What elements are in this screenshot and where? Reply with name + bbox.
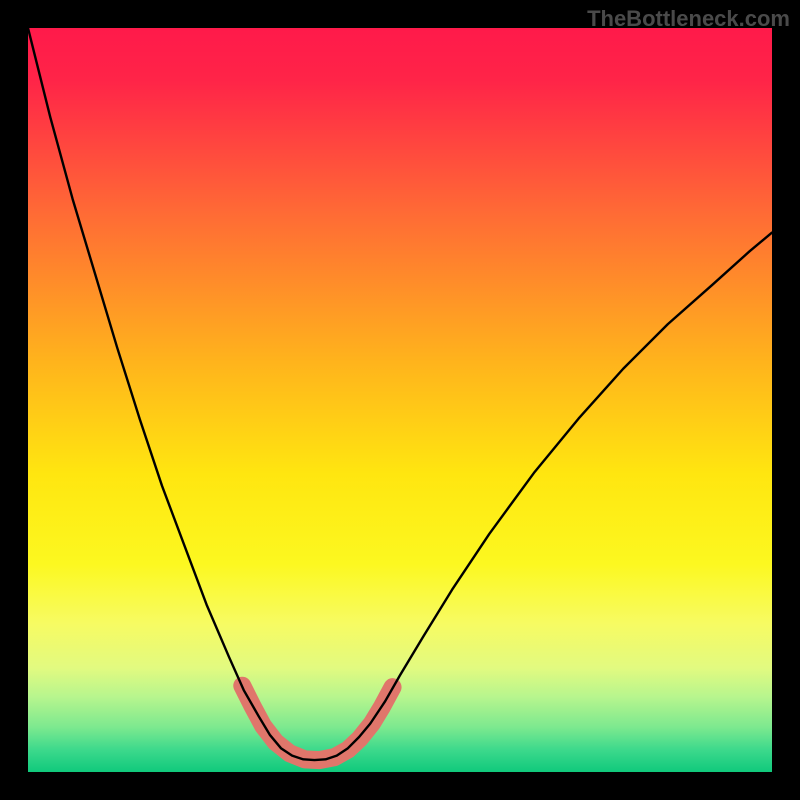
- watermark-text: TheBottleneck.com: [587, 6, 790, 32]
- chart-container: [28, 28, 772, 772]
- gradient-background: [28, 28, 772, 772]
- chart-svg: [28, 28, 772, 772]
